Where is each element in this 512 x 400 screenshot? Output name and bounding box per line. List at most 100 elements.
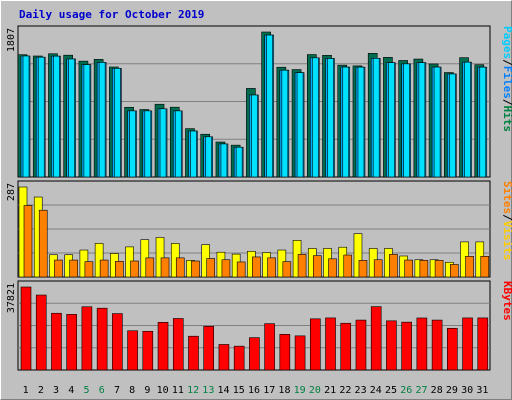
chart-title: Daily usage for October 2019: [19, 8, 204, 21]
visits-panel-bar-sites: [282, 261, 292, 278]
hits-panel-bar-pages: [403, 63, 410, 178]
hits-panel-bar-pages: [98, 62, 106, 178]
x-tick-label: 19: [294, 385, 306, 396]
x-tick-label: 21: [324, 385, 336, 396]
hits-panel-bar-pages: [357, 66, 365, 178]
x-tick-label: 1: [23, 385, 29, 396]
kbytes-panel-bar-kbytes: [279, 334, 291, 371]
visits-panel-bar-sites: [389, 254, 398, 278]
kbytes-panel-max-label: 37821: [6, 283, 17, 313]
x-tick-label: 30: [461, 385, 473, 396]
hits-panel-bar-pages: [388, 62, 395, 178]
visits-panel-bar-sites: [434, 260, 444, 278]
kbytes-panel-bar-kbytes: [218, 344, 230, 371]
hits-panel-bar-pages: [37, 56, 45, 178]
visits-panel-bar-sites: [99, 259, 109, 278]
hits-panel-bar-pages: [190, 130, 197, 178]
visits-panel-bar-sites: [252, 256, 261, 278]
hits-panel-bar-pages: [449, 73, 456, 178]
visits-panel-bar-sites: [206, 258, 216, 278]
kbytes-panel-bar-kbytes: [386, 320, 397, 371]
hits-panel-bar-pages: [53, 55, 60, 178]
visits-panel-bar-sites: [145, 257, 155, 278]
x-tick-label: 5: [84, 385, 90, 396]
hits-panel-bar-pages: [433, 66, 441, 178]
visits-panel-bar-sites: [267, 257, 276, 278]
x-tick-label: 17: [263, 385, 275, 396]
x-tick-label: 16: [248, 385, 260, 396]
x-tick-label: 2: [38, 385, 44, 396]
x-tick-label: 22: [339, 385, 351, 396]
hits-panel-bar-pages: [418, 62, 426, 178]
kbytes-panel-bar-kbytes: [370, 306, 382, 371]
visits-panel-bar-sites: [343, 254, 353, 278]
hits-panel-bar-pages: [311, 57, 319, 178]
visits-panel-legend-item: Sites: [501, 181, 512, 214]
visits-panel-bar-sites: [373, 259, 383, 278]
kbytes-panel-bar-kbytes: [477, 317, 489, 371]
kbytes-panel-bar-kbytes: [157, 322, 169, 371]
x-tick-label: 23: [355, 385, 367, 396]
kbytes-panel-bar-kbytes: [431, 319, 443, 371]
hits-panel-legend-item: Pages: [501, 26, 512, 59]
hits-panel-bar-pages: [129, 110, 136, 178]
x-tick-label: 12: [187, 385, 199, 396]
kbytes-panel-bar-kbytes: [264, 323, 275, 371]
x-tick-label: 14: [218, 385, 230, 396]
x-tick-label: 11: [172, 385, 184, 396]
hits-panel-bar-pages: [464, 61, 471, 178]
visits-panel-legend-item: /: [501, 214, 512, 221]
hits-panel-bar-pages: [114, 68, 121, 178]
x-tick-label: 28: [431, 385, 443, 396]
kbytes-panel-legend-item: KBytes: [501, 281, 512, 321]
visits-panel-bar-sites: [480, 256, 490, 278]
hits-panel-bar-pages: [83, 64, 91, 178]
x-tick-label: 13: [202, 385, 214, 396]
x-tick-label: 27: [415, 385, 427, 396]
visits-panel-bar-sites: [465, 256, 474, 278]
hits-panel-bar-pages: [296, 72, 304, 178]
x-tick-label: 31: [476, 385, 488, 396]
x-tick-label: 15: [233, 385, 245, 396]
x-tick-label: 8: [129, 385, 135, 396]
panels-layer: 1807Pages/Files/Hits287Sites/Visits37821…: [6, 25, 512, 371]
x-axis: 1 2 3 4 5 6 7 8 9 10 11 12 13 14 15 16 17 18 19 20 21 22 23 24 2…: [23, 385, 489, 396]
visits-panel-bar-sites: [297, 254, 307, 278]
kbytes-panel-bar-kbytes: [112, 313, 123, 371]
visits-panel-bar-sites: [236, 261, 246, 278]
hits-panel-bar-pages: [174, 110, 182, 178]
hits-panel-bar-pages: [220, 143, 228, 178]
hits-panel-bar-pages: [251, 94, 258, 178]
kbytes-panel-bar-kbytes: [233, 345, 245, 371]
hits-panel-legend: Pages/Files/Hits: [501, 26, 512, 132]
visits-panel-bar-sites: [84, 261, 94, 278]
x-tick-label: 10: [157, 385, 169, 396]
hits-panel-bar-pages: [266, 34, 273, 178]
visits-panel-bar-sites: [160, 257, 170, 278]
visits-panel: 287 Sites/Visits: [6, 180, 512, 278]
visits-panel-bar-sites: [328, 258, 337, 278]
x-tick-label: 26: [400, 385, 412, 396]
kbytes-panel-bar-kbytes: [172, 318, 184, 371]
visits-panel-bar-sites: [419, 260, 429, 278]
kbytes-panel-bar-kbytes: [35, 294, 47, 371]
kbytes-panel: 37821 KBytes: [6, 280, 512, 371]
hits-panel-legend-item: Hits: [501, 106, 512, 133]
visits-panel-bar-sites: [23, 205, 33, 278]
kbytes-panel-bar-kbytes: [340, 322, 352, 371]
hits-panel-bar-pages: [144, 110, 152, 178]
visits-panel-bar-visits: [155, 237, 165, 278]
kbytes-panel-bar-kbytes: [81, 306, 93, 371]
hits-panel-bar-pages: [327, 58, 334, 178]
visits-panel-bar-sites: [69, 259, 78, 278]
x-tick-label: 7: [114, 385, 120, 396]
x-tick-label: 29: [446, 385, 458, 396]
visits-panel-legend-item: Visits: [501, 221, 512, 261]
hits-panel-bar-pages: [159, 108, 167, 178]
x-tick-label: 18: [278, 385, 290, 396]
visits-panel-bar-sites: [115, 261, 124, 278]
visits-panel-bar-sites: [450, 264, 459, 278]
visits-panel-bar-sites: [191, 260, 200, 278]
